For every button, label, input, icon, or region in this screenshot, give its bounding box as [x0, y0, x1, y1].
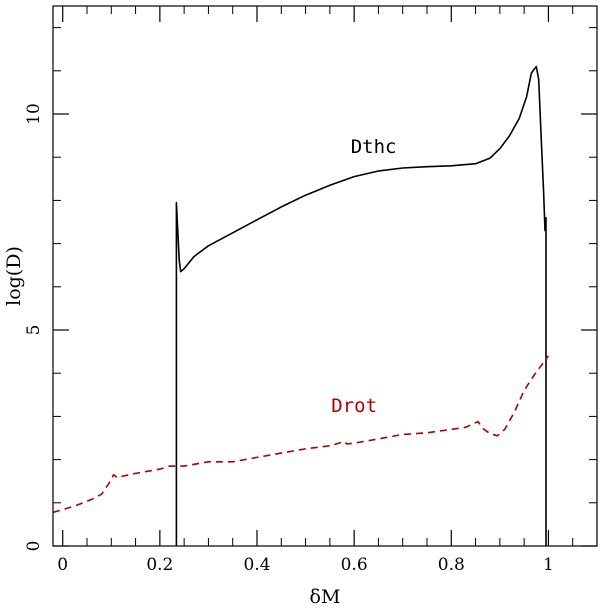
x-tick-label: 0.8 [438, 555, 465, 575]
x-tick-label: 0.6 [341, 555, 368, 575]
x-tick-label: 0.2 [146, 555, 173, 575]
plot-frame [52, 5, 598, 547]
series-drot-label: Drot [331, 395, 377, 417]
major-ticks [53, 6, 597, 547]
x-axis-title: δM [310, 586, 341, 608]
x-tick-label: 0.4 [243, 555, 270, 575]
y-tick-label: 5 [24, 325, 44, 336]
y-tick-label: 10 [24, 103, 44, 125]
series-dthc-line [175, 65, 547, 546]
x-tick-label: 0 [57, 555, 68, 575]
series-drot-line [52, 355, 550, 514]
x-tick-label: 1 [543, 555, 554, 575]
minor-ticks [53, 6, 598, 546]
series-layer: Dthc Drot [52, 65, 550, 546]
y-tick-label: 0 [24, 541, 44, 552]
series-dthc-label: Dthc [351, 136, 397, 158]
y-axis-title: log(D) [3, 246, 25, 306]
